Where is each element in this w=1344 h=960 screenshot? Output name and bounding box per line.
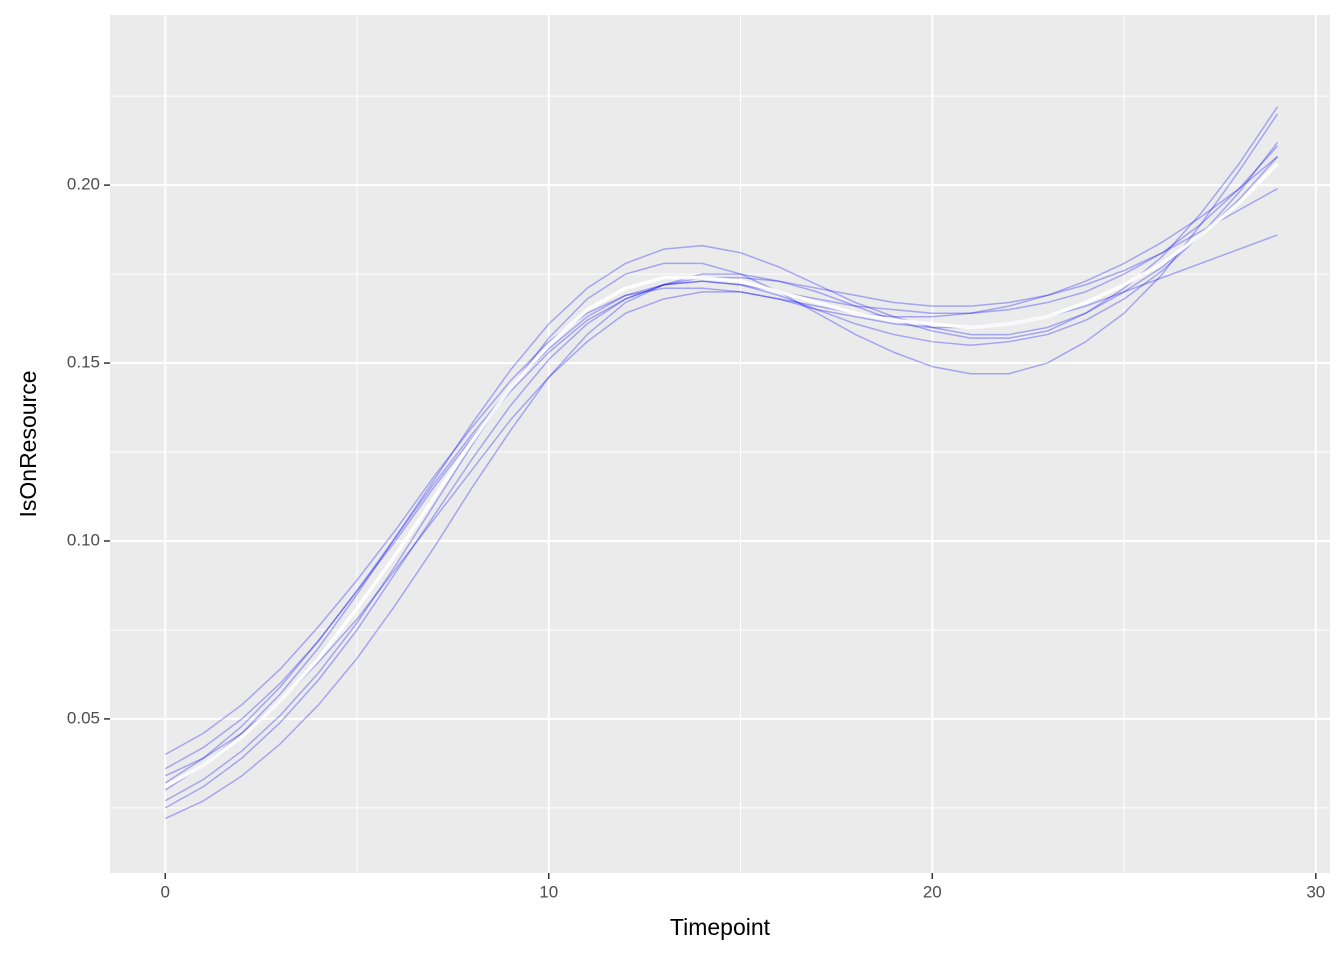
series-line [164,113,1279,802]
x-tick-label: 20 [923,882,942,901]
series-line [164,188,1278,770]
series-line [164,156,1279,791]
series-line [164,162,1279,789]
x-tick-label: 10 [539,882,558,901]
series-line [164,234,1278,756]
series-line [164,145,1279,784]
y-tick-label: 0.05 [67,708,100,727]
series-line [164,156,1278,777]
series-line [164,106,1279,820]
x-tick-label: 0 [160,882,169,901]
panel [110,15,1330,873]
y-tick-label: 0.10 [67,530,100,549]
y-axis-title: IsOnResource [15,370,41,517]
y-tick-label: 0.20 [67,175,100,194]
series-line [164,141,1279,809]
x-tick-label: 30 [1306,882,1325,901]
y-tick-label: 0.15 [67,353,100,372]
x-axis-title: Timepoint [670,914,771,940]
